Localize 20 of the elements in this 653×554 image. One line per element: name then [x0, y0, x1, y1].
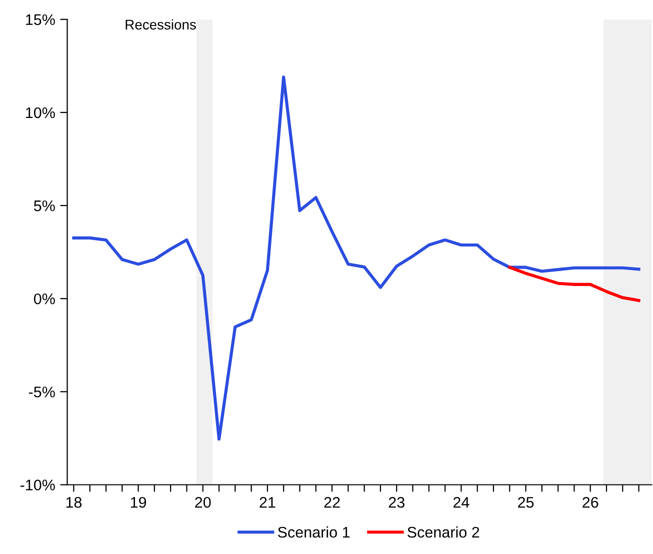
- x-tick-label: 21: [260, 496, 276, 508]
- legend-label: Scenario 1: [278, 526, 350, 538]
- annotation: Recessions: [126, 19, 196, 30]
- x-tick-label: 20: [195, 496, 211, 508]
- x-tick-label: 25: [518, 496, 534, 508]
- y-tick-label: 15%: [26, 14, 55, 26]
- x-tick-label: 22: [324, 496, 340, 508]
- legend-label: Scenario 2: [408, 526, 480, 538]
- line-series: [72, 76, 640, 441]
- y-tick-label: 10%: [26, 107, 55, 118]
- x-tick-label: 23: [388, 496, 404, 508]
- y-tick-label: -10%: [20, 480, 55, 490]
- x-tick-label: 26: [582, 496, 598, 508]
- y-tick-label: -5%: [28, 386, 55, 398]
- y-tick-label: 5%: [34, 200, 55, 212]
- x-tick-label: 19: [130, 496, 146, 508]
- x-tick-label: 24: [453, 496, 470, 508]
- line-series: [508, 266, 640, 302]
- x-tick-label: 18: [66, 496, 82, 508]
- y-tick-label: 0%: [34, 293, 55, 304]
